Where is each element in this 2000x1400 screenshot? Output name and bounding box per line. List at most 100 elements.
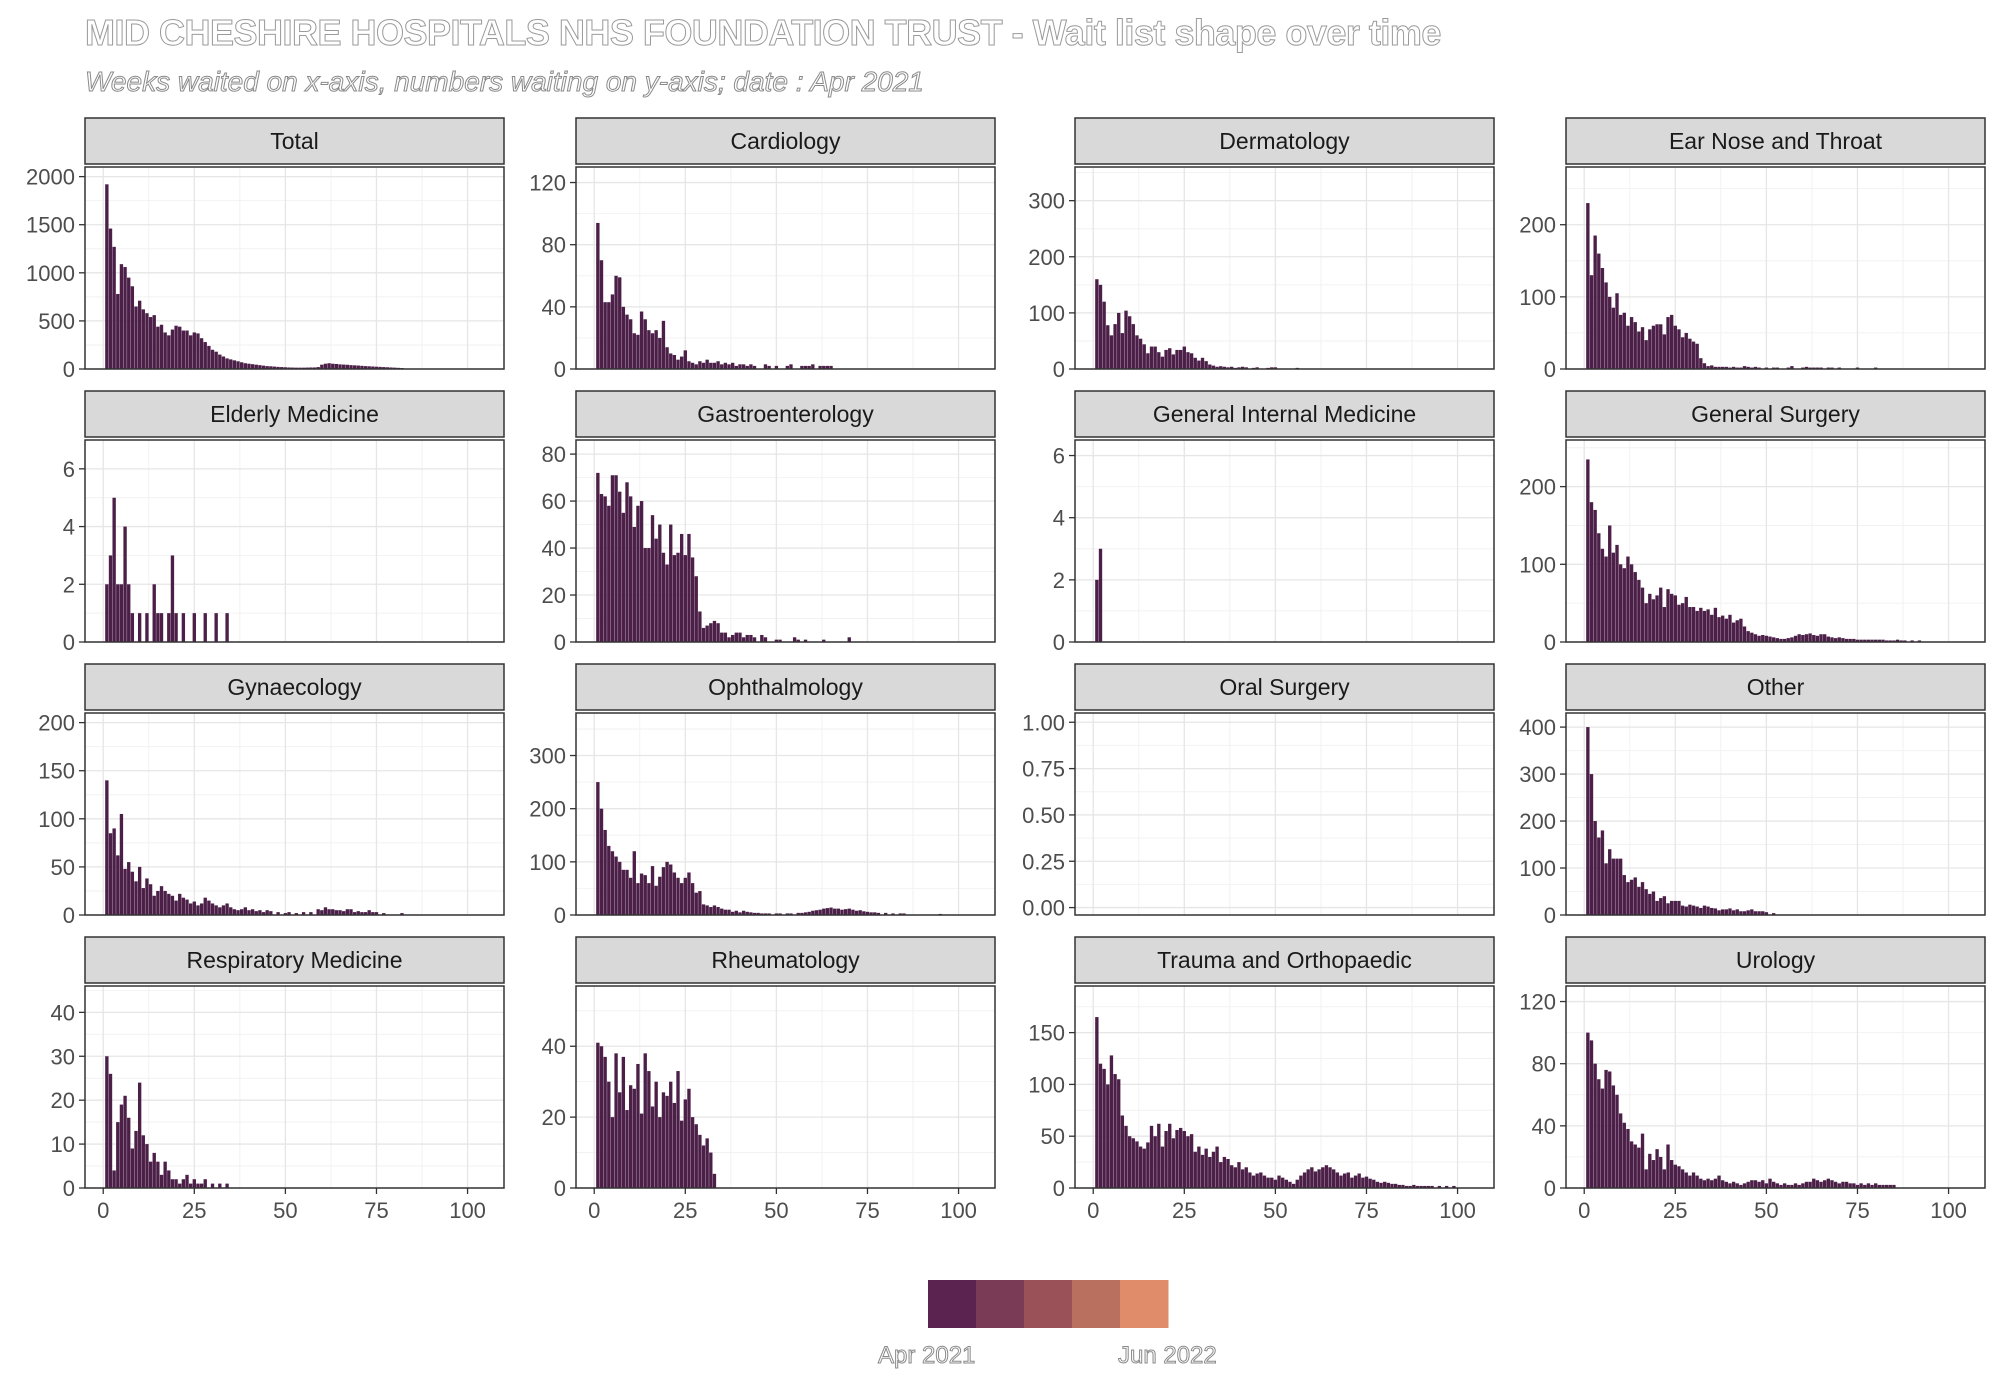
bar xyxy=(1178,349,1183,369)
bar xyxy=(294,913,298,915)
bar xyxy=(1855,1184,1860,1188)
bar xyxy=(1837,637,1841,642)
bar xyxy=(1353,1175,1358,1188)
bar xyxy=(1222,1156,1227,1188)
bar xyxy=(225,613,229,642)
bar xyxy=(807,911,811,915)
bar xyxy=(167,893,171,915)
bar xyxy=(1782,638,1787,642)
bar xyxy=(596,1042,600,1188)
bar xyxy=(1742,911,1747,915)
bar xyxy=(116,1122,120,1188)
bar xyxy=(196,905,200,915)
bar xyxy=(1750,1180,1754,1188)
bar xyxy=(1669,900,1674,915)
bar xyxy=(1284,1179,1288,1188)
bar xyxy=(287,912,291,915)
bar xyxy=(1797,1184,1801,1188)
bar xyxy=(1117,312,1121,369)
y-tick-label: 40 xyxy=(51,1000,75,1025)
bar xyxy=(1790,637,1794,642)
bar xyxy=(1651,325,1656,369)
bar xyxy=(119,264,124,369)
bar xyxy=(599,260,604,369)
bar xyxy=(687,872,691,915)
bar xyxy=(1186,1136,1190,1188)
bar xyxy=(1786,1184,1790,1188)
bar xyxy=(796,912,800,915)
bar xyxy=(1775,1183,1779,1188)
bar xyxy=(632,1088,636,1188)
bar xyxy=(312,367,317,369)
bar xyxy=(323,363,328,369)
bar xyxy=(1182,346,1186,369)
bar xyxy=(683,350,687,369)
bar xyxy=(1215,366,1219,369)
bar xyxy=(105,584,109,642)
y-tick-label: 80 xyxy=(542,442,566,467)
bar xyxy=(1611,307,1616,369)
bar xyxy=(1226,1158,1230,1188)
bar xyxy=(1680,603,1685,642)
bar xyxy=(1797,634,1801,642)
bar xyxy=(1713,908,1718,915)
y-tick-label: 20 xyxy=(542,583,566,608)
bar xyxy=(603,829,607,915)
bar xyxy=(1622,1122,1626,1188)
bar xyxy=(1710,614,1714,642)
facet-panel: Respiratory Medicine 0 10 20 30 40 0 25 50 75 100 xyxy=(51,936,505,1223)
bar xyxy=(869,912,873,915)
y-tick-label: 4 xyxy=(63,515,75,540)
bar xyxy=(1786,638,1790,642)
bar xyxy=(752,365,757,369)
bar xyxy=(803,639,808,642)
bar xyxy=(709,907,713,915)
bar xyxy=(614,475,618,642)
bar xyxy=(1149,346,1154,369)
bar xyxy=(1691,905,1696,915)
bar xyxy=(178,1183,182,1188)
bar xyxy=(1724,909,1728,915)
bar xyxy=(1127,1136,1132,1188)
bar xyxy=(1917,640,1922,642)
bar xyxy=(639,873,644,915)
y-tick-label: 1000 xyxy=(26,261,75,286)
panel-border xyxy=(84,712,505,916)
bar xyxy=(1804,634,1809,642)
facet-strip-label: Oral Surgery xyxy=(1219,674,1350,700)
bar xyxy=(1655,900,1659,915)
bar xyxy=(1204,361,1208,369)
y-tick-label: 4 xyxy=(1053,506,1065,531)
facet-strip xyxy=(575,936,996,984)
bar xyxy=(1640,327,1645,369)
y-tick-label: 400 xyxy=(1519,715,1556,740)
bar xyxy=(243,363,247,369)
bar xyxy=(199,1183,204,1188)
bar xyxy=(1197,1146,1201,1188)
bar xyxy=(1208,364,1212,369)
bar xyxy=(1688,338,1692,369)
bar xyxy=(669,1081,673,1188)
bar xyxy=(727,364,731,369)
bar xyxy=(1808,633,1812,642)
bar xyxy=(756,912,760,915)
bar xyxy=(1273,1179,1278,1188)
bar xyxy=(1695,906,1699,915)
y-tick-label: 100 xyxy=(1519,285,1556,310)
bar xyxy=(218,354,222,369)
bar xyxy=(596,472,600,642)
bar xyxy=(767,365,771,369)
bar xyxy=(1659,587,1663,642)
bar xyxy=(785,365,789,369)
bar xyxy=(1226,367,1230,369)
bar xyxy=(1866,1183,1871,1188)
bar xyxy=(854,910,859,915)
bar xyxy=(1124,310,1128,369)
bar xyxy=(811,364,815,369)
bar xyxy=(1593,509,1597,642)
bar xyxy=(628,1085,633,1188)
y-tick-label: 0.75 xyxy=(1022,757,1065,782)
bar xyxy=(1255,1173,1259,1188)
bar xyxy=(382,913,386,915)
bar xyxy=(1746,366,1750,369)
